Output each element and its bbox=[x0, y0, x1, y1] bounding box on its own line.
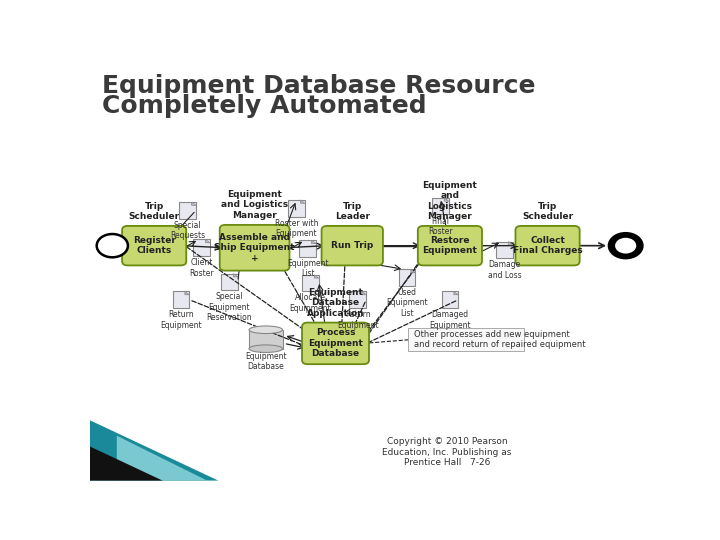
Text: Register
Clients: Register Clients bbox=[132, 236, 176, 255]
Polygon shape bbox=[117, 436, 207, 481]
Text: Trip
Scheduler: Trip Scheduler bbox=[129, 201, 180, 221]
Text: Final
Roster: Final Roster bbox=[428, 217, 453, 236]
Text: Copyright © 2010 Pearson
Education, Inc. Publishing as
Prentice Hall   7-26: Copyright © 2010 Pearson Education, Inc.… bbox=[382, 437, 512, 467]
Text: Completely Automated: Completely Automated bbox=[102, 94, 427, 118]
Text: Special
Equipment
Reservation: Special Equipment Reservation bbox=[207, 292, 252, 322]
Circle shape bbox=[96, 234, 128, 258]
Polygon shape bbox=[454, 292, 459, 295]
Bar bbox=[193, 239, 210, 256]
Polygon shape bbox=[300, 200, 305, 203]
Text: Roster with
Equipment: Roster with Equipment bbox=[275, 219, 318, 238]
Text: Equipment
Database
Application: Equipment Database Application bbox=[307, 288, 364, 318]
Bar bbox=[173, 292, 189, 308]
Bar bbox=[441, 292, 459, 308]
Text: Special
Requests: Special Requests bbox=[170, 221, 205, 240]
Bar bbox=[221, 274, 238, 290]
Text: Damage
and Loss: Damage and Loss bbox=[487, 260, 521, 280]
Bar bbox=[249, 330, 282, 349]
Text: Equipment
and
Logistics
Manager: Equipment and Logistics Manager bbox=[423, 181, 477, 221]
FancyBboxPatch shape bbox=[408, 328, 524, 352]
Polygon shape bbox=[444, 198, 449, 201]
Bar bbox=[300, 240, 316, 257]
Polygon shape bbox=[90, 447, 163, 481]
Polygon shape bbox=[508, 241, 513, 245]
Text: Equipment
and Logistics
Manager: Equipment and Logistics Manager bbox=[221, 190, 288, 220]
Text: Return
Equipment: Return Equipment bbox=[160, 310, 202, 329]
Text: Return
Equipment: Return Equipment bbox=[337, 310, 379, 329]
Polygon shape bbox=[411, 269, 415, 273]
Text: Collect
Final Charges: Collect Final Charges bbox=[513, 236, 582, 255]
Bar bbox=[399, 269, 415, 286]
FancyBboxPatch shape bbox=[418, 226, 482, 266]
FancyBboxPatch shape bbox=[302, 322, 369, 364]
Polygon shape bbox=[192, 202, 196, 205]
Bar bbox=[349, 292, 366, 308]
FancyBboxPatch shape bbox=[516, 226, 580, 266]
Ellipse shape bbox=[249, 326, 282, 334]
Bar bbox=[496, 241, 513, 258]
Circle shape bbox=[615, 238, 636, 254]
Circle shape bbox=[609, 233, 642, 258]
FancyBboxPatch shape bbox=[122, 226, 186, 266]
Polygon shape bbox=[90, 420, 218, 481]
Bar bbox=[288, 200, 305, 217]
Polygon shape bbox=[312, 240, 316, 244]
Bar bbox=[179, 202, 196, 219]
FancyBboxPatch shape bbox=[322, 226, 383, 266]
Bar bbox=[302, 275, 319, 292]
Polygon shape bbox=[233, 274, 238, 277]
Polygon shape bbox=[315, 275, 319, 278]
Polygon shape bbox=[205, 239, 210, 243]
Text: Assemble and
Ship Equipment
+: Assemble and Ship Equipment + bbox=[215, 233, 295, 262]
Text: Client
Roster: Client Roster bbox=[189, 258, 214, 278]
Ellipse shape bbox=[249, 345, 282, 353]
Polygon shape bbox=[185, 292, 189, 295]
Bar bbox=[432, 198, 449, 214]
Text: Restore
Equipment: Restore Equipment bbox=[423, 236, 477, 255]
Text: Trip
Scheduler: Trip Scheduler bbox=[522, 201, 573, 221]
Text: Run Trip: Run Trip bbox=[331, 241, 374, 250]
Text: Process
Equipment
Database: Process Equipment Database bbox=[308, 328, 363, 358]
Text: Allocate
Equipment: Allocate Equipment bbox=[289, 294, 331, 313]
FancyBboxPatch shape bbox=[220, 225, 289, 271]
Text: Equipment Database Resource: Equipment Database Resource bbox=[102, 74, 536, 98]
Text: Equipment
Database: Equipment Database bbox=[245, 352, 287, 372]
Text: Trip
Leader: Trip Leader bbox=[335, 201, 370, 221]
Text: Other processes add new equipment
and record return of repaired equipment: Other processes add new equipment and re… bbox=[413, 330, 585, 349]
Text: Damaged
Equipment: Damaged Equipment bbox=[429, 310, 471, 329]
Polygon shape bbox=[361, 292, 366, 295]
Text: Equipment
List: Equipment List bbox=[287, 259, 328, 279]
Text: Used
Equipment
List: Used Equipment List bbox=[386, 288, 428, 318]
